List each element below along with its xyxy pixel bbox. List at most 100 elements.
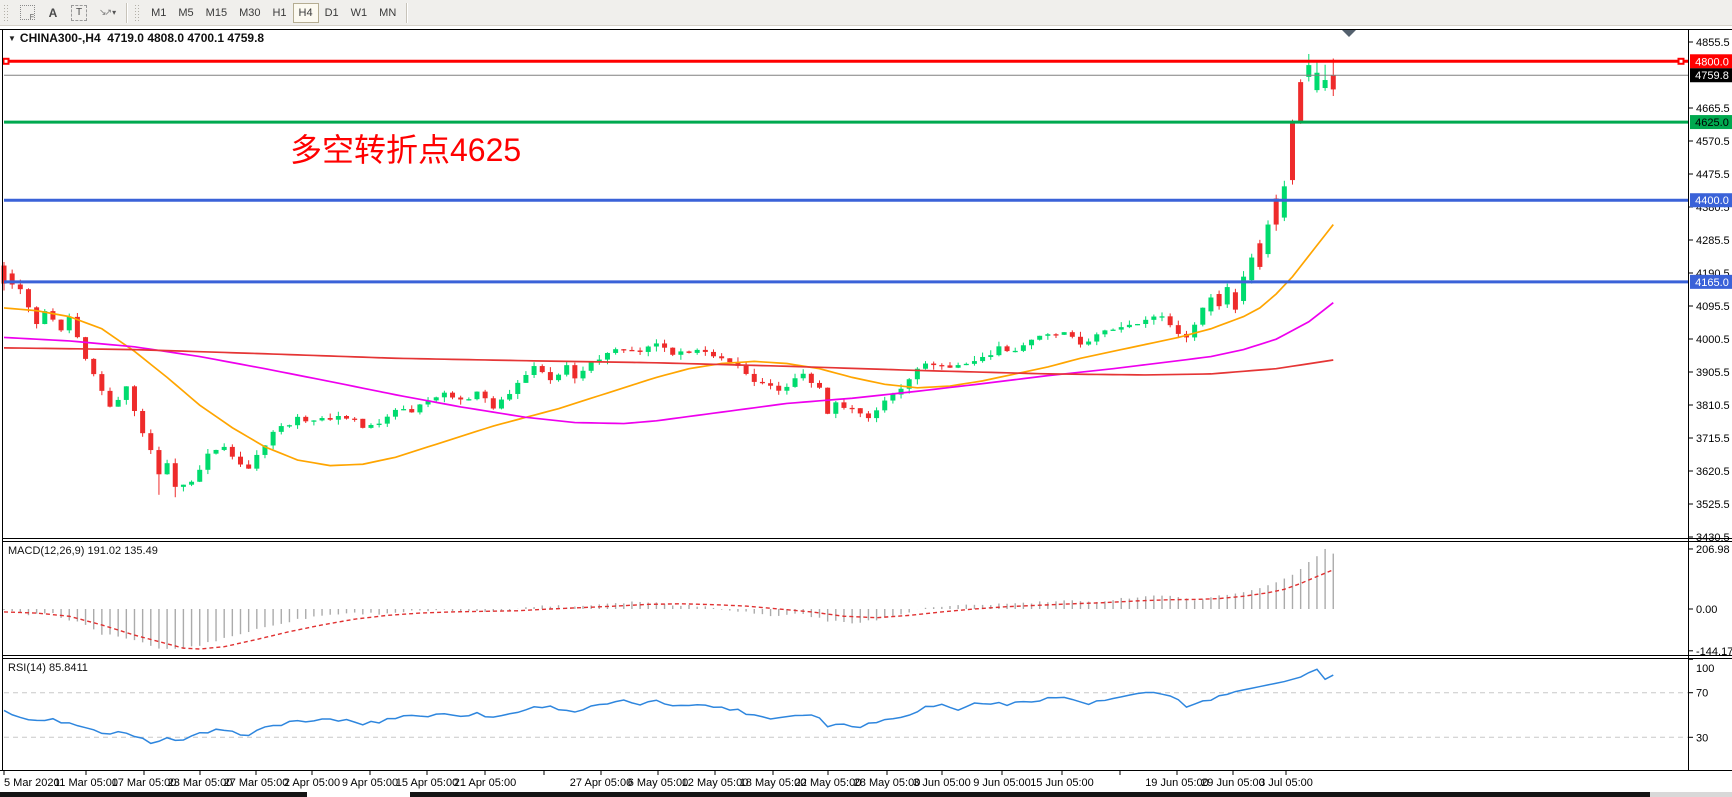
price-tick-label: 3905.5	[1696, 367, 1730, 379]
toolbar-gripper[interactable]	[3, 4, 10, 21]
candle-body	[686, 351, 692, 353]
date-tick-label: 23 Mar 05:00	[168, 777, 233, 789]
candle-body	[653, 343, 659, 347]
arrow-objects-icon-button[interactable]: ↘↗ ▾	[93, 3, 122, 23]
candle-body	[906, 379, 912, 389]
macd-tick-label: 206.98	[1696, 544, 1730, 556]
timeframe-button-m15[interactable]: M15	[205, 6, 228, 19]
candle-body	[107, 390, 113, 407]
timeframe-button-h1[interactable]: H1	[272, 6, 287, 19]
candle-body	[66, 316, 72, 331]
price-tick-label: 3525.5	[1696, 499, 1730, 511]
candle-body	[311, 420, 317, 422]
candle-body	[99, 374, 105, 391]
arrow-objects-icon: ↘↗	[99, 7, 112, 17]
template-grid-icon-button[interactable]: F	[14, 3, 41, 23]
price-tick-label: 4000.5	[1696, 334, 1730, 346]
medium-ma-magenta-line[interactable]	[3, 302, 1334, 425]
toolbar-gripper[interactable]	[134, 4, 142, 21]
chart-shift-marker-icon[interactable]	[1342, 30, 1356, 37]
candle-body	[1281, 186, 1287, 218]
rsi-tick-label: 100	[1696, 663, 1714, 675]
candle-body	[1061, 332, 1067, 335]
toolbar-separator	[406, 2, 408, 23]
timeframe-button-m1[interactable]: M1	[151, 6, 167, 19]
candle-body	[580, 370, 586, 379]
price-tick-label: 4285.5	[1696, 235, 1730, 247]
date-tick-label: 27 Mar 05:00	[224, 777, 289, 789]
candle-body	[123, 386, 129, 400]
price-badge	[1690, 68, 1732, 83]
slow-ma-red-line[interactable]	[3, 347, 1334, 376]
toolbar: F A T ↘↗ ▾ M1 M5 M15 M30 H1 H4 D1 W1 MN	[0, 0, 1732, 26]
candle-body	[91, 358, 97, 375]
candle-body	[1, 265, 7, 284]
price-tick-label: 4095.5	[1696, 301, 1730, 313]
candle-body	[980, 356, 986, 362]
label-a-icon-button[interactable]: A	[41, 3, 65, 23]
candle-body	[360, 418, 366, 428]
bottom-window-edge	[0, 792, 307, 797]
date-tick-label: 17 Mar 05:00	[112, 777, 177, 789]
candle-body	[556, 374, 562, 381]
candle-body	[923, 363, 929, 369]
candle-body	[768, 383, 774, 386]
symbol-dropdown-icon[interactable]: ▼	[8, 34, 16, 43]
text-annotation[interactable]: 多空转折点4625	[290, 132, 522, 168]
price-badge-label: 4800.0	[1695, 56, 1729, 68]
candle-body	[702, 349, 708, 352]
candle-body	[564, 365, 570, 375]
candle-body	[1029, 339, 1035, 346]
candle-body	[743, 365, 749, 374]
candle-body	[882, 400, 888, 411]
timeframe-button-m5[interactable]: M5	[178, 6, 194, 19]
candle-body	[9, 273, 15, 285]
candle-body	[1053, 334, 1059, 336]
candle-body	[808, 373, 814, 383]
price-tick-label: 3620.5	[1696, 466, 1730, 478]
candle-body	[1102, 330, 1108, 335]
candle-body	[1289, 122, 1295, 181]
candle-body	[1322, 80, 1328, 89]
price-tick-label: 3715.5	[1696, 433, 1730, 445]
candle-body	[613, 349, 619, 353]
candle-body	[971, 361, 977, 364]
candle-body	[914, 368, 920, 380]
candle-body	[710, 351, 716, 357]
candle-body	[1175, 325, 1181, 334]
price-tick-label: 3810.5	[1696, 400, 1730, 412]
candle-body	[352, 418, 358, 420]
candle-body	[1069, 332, 1075, 337]
timeframe-button-h4[interactable]: H4	[292, 2, 319, 23]
rsi-indicator-label: RSI(14) 85.8411	[8, 662, 88, 674]
levels-layer	[2, 30, 1688, 284]
candle-body	[637, 350, 643, 352]
candle-body	[1143, 319, 1149, 325]
timeframe-button-m30[interactable]: M30	[239, 6, 261, 19]
timeframe-button-w1[interactable]: W1	[350, 6, 368, 19]
candle-body	[629, 349, 635, 352]
candle-body	[205, 453, 211, 470]
timeframe-button-d1[interactable]: D1	[324, 6, 339, 19]
candle-body	[286, 425, 292, 427]
date-tick-label: 27 Apr 05:00	[570, 777, 632, 789]
candle-body	[83, 337, 89, 359]
timeframe-button-mn[interactable]: MN	[379, 6, 397, 19]
price-badge-label: 4165.0	[1695, 277, 1729, 289]
price-badge	[1690, 193, 1732, 208]
candle-body	[792, 378, 798, 387]
text-tool-icon-button[interactable]: T	[65, 3, 93, 23]
date-tick-label: 18 May 05:00	[740, 777, 807, 789]
candle-body	[221, 446, 227, 450]
label-a-icon: A	[48, 5, 58, 20]
price-badge	[1690, 54, 1732, 69]
candles-layer	[1, 53, 1336, 498]
candle-body	[841, 402, 847, 408]
bottom-window-edge-light	[1650, 792, 1732, 797]
chevron-down-icon[interactable]: ▾	[112, 8, 117, 17]
candle-body	[327, 418, 333, 420]
fast-ma-orange-line[interactable]	[3, 224, 1334, 467]
bottom-window-edge	[410, 792, 1650, 797]
candle-body	[898, 388, 904, 395]
